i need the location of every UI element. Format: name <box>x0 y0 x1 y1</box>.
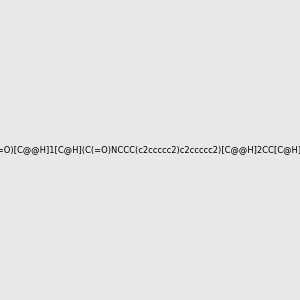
Text: OC(=O)[C@@H]1[C@H](C(=O)NCCC(c2ccccc2)c2ccccc2)[C@@H]2CC[C@H]1O2: OC(=O)[C@@H]1[C@H](C(=O)NCCC(c2ccccc2)c2… <box>0 146 300 154</box>
